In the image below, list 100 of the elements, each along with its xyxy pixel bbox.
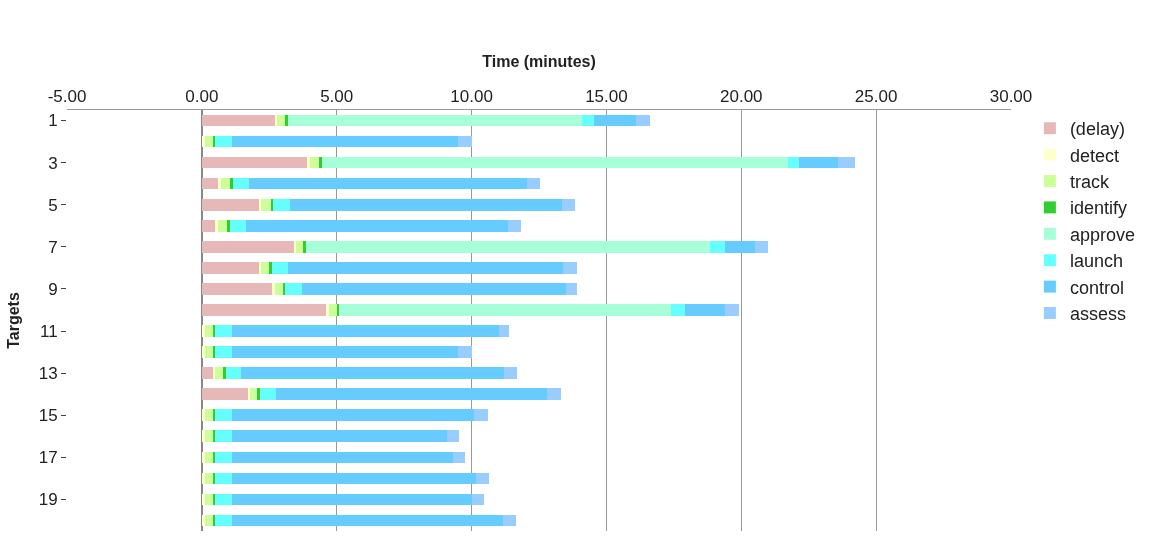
bar [725, 304, 739, 316]
bar [204, 409, 213, 422]
bar [285, 283, 302, 295]
bar [201, 325, 205, 337]
x-tick-label: -5.00 [47, 87, 87, 107]
bar [269, 262, 272, 274]
bar [215, 409, 232, 422]
bar [710, 241, 726, 253]
bar [565, 283, 577, 295]
x-tick-label: 30.00 [989, 87, 1033, 107]
bar [201, 367, 213, 379]
x-tick-label: 20.00 [720, 87, 763, 107]
bar [547, 388, 561, 400]
bar [339, 304, 672, 316]
legend-label: control [1069, 277, 1124, 298]
bar [231, 325, 499, 337]
bar [754, 241, 769, 253]
bar [230, 177, 233, 190]
legend-label: track [1069, 172, 1110, 193]
bar [257, 388, 260, 400]
bar [201, 514, 205, 527]
bar [507, 219, 522, 232]
bar [684, 304, 726, 316]
bar [215, 451, 232, 464]
legend-label: identify [1069, 198, 1127, 219]
bar [788, 156, 800, 169]
bar [201, 493, 205, 506]
bar [201, 156, 308, 169]
bar [231, 430, 448, 443]
bar [201, 304, 326, 316]
y-tick-label: 3 [48, 153, 58, 173]
bar [276, 388, 548, 400]
bar [838, 156, 855, 169]
bar [204, 493, 213, 506]
bar [201, 409, 205, 422]
bar [289, 198, 562, 211]
bar [215, 493, 232, 506]
bar [230, 219, 247, 232]
bar [201, 388, 248, 400]
bar [271, 262, 289, 274]
bar [204, 430, 213, 443]
legend-label: detect [1069, 145, 1119, 166]
bar [526, 177, 541, 190]
bar [301, 283, 566, 295]
bar [458, 135, 472, 148]
bar [201, 177, 219, 190]
bar [218, 219, 228, 232]
bar [274, 283, 283, 295]
bar [319, 156, 322, 169]
bar [498, 325, 510, 337]
bar [218, 177, 221, 190]
bar [594, 114, 637, 127]
legend-label: (delay) [1069, 119, 1125, 140]
bar [799, 156, 839, 169]
x-tick-label: 25.00 [854, 87, 898, 107]
x-tick-label: 15.00 [585, 87, 628, 107]
bar [215, 346, 232, 358]
bar [474, 409, 488, 422]
bar [502, 514, 517, 527]
bar [223, 367, 227, 379]
bar [215, 325, 232, 337]
bar [204, 514, 213, 527]
y-tick-label: 7 [48, 237, 58, 257]
bar [231, 514, 503, 527]
bar [232, 177, 250, 190]
bar [201, 262, 259, 274]
bar [725, 241, 755, 253]
x-axis-title: Time (minutes) [482, 53, 596, 71]
bar [582, 114, 595, 127]
bar [201, 114, 275, 127]
bar [231, 493, 472, 506]
bar [204, 451, 213, 464]
x-tick-label: 5.00 [320, 87, 354, 107]
y-tick-label: 17 [38, 448, 58, 468]
bar [561, 198, 576, 211]
bar [503, 367, 518, 379]
bar [204, 472, 213, 485]
bar [204, 135, 213, 148]
y-tick-label: 15 [38, 406, 58, 426]
bar [201, 430, 205, 443]
bar [288, 262, 564, 274]
bar [452, 451, 465, 464]
x-tick-label: 0.00 [185, 87, 219, 107]
bar [204, 325, 213, 337]
bar [309, 156, 320, 169]
bar [220, 177, 231, 190]
bar [201, 346, 205, 358]
bar [250, 388, 258, 400]
bar [273, 198, 290, 211]
bar [226, 367, 241, 379]
bar [231, 346, 459, 358]
y-tick-label: 1 [48, 111, 58, 131]
y-tick-label: 5 [48, 195, 58, 215]
bar [447, 430, 460, 443]
bar [204, 346, 213, 358]
legend-label: assess [1069, 304, 1126, 325]
bar [201, 198, 259, 211]
bar [231, 135, 459, 148]
bar [215, 219, 219, 232]
bar [271, 283, 275, 295]
